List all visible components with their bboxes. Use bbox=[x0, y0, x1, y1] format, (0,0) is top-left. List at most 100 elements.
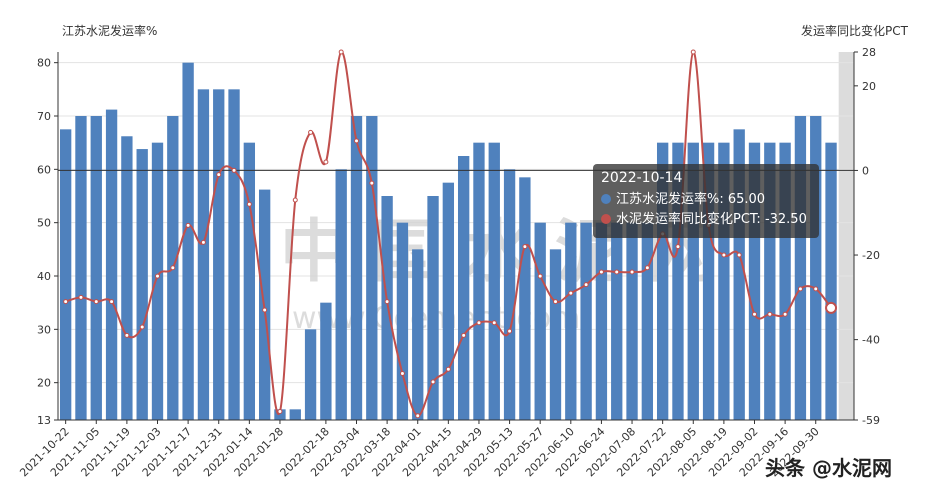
line-point bbox=[721, 252, 727, 258]
line-point bbox=[246, 201, 252, 207]
line-point bbox=[507, 328, 513, 334]
line-point bbox=[583, 282, 589, 288]
line-point bbox=[476, 320, 482, 326]
bar bbox=[565, 222, 577, 420]
bar bbox=[580, 222, 592, 420]
bar bbox=[779, 142, 791, 420]
line-point bbox=[430, 379, 436, 385]
line-point bbox=[797, 286, 803, 292]
line-point bbox=[155, 273, 160, 279]
line-point bbox=[124, 332, 130, 338]
source-watermark: 头条 @水泥网 bbox=[765, 456, 892, 480]
line-point bbox=[63, 299, 69, 305]
bar bbox=[656, 142, 669, 420]
bar bbox=[825, 142, 837, 420]
bar bbox=[335, 169, 347, 420]
bar bbox=[182, 62, 194, 421]
bar bbox=[197, 89, 210, 420]
bar bbox=[626, 222, 638, 420]
line-point bbox=[292, 197, 298, 203]
line-point bbox=[522, 244, 528, 250]
line-point bbox=[262, 307, 268, 313]
series-dot-icon bbox=[601, 214, 611, 224]
bar bbox=[243, 142, 256, 420]
bar bbox=[442, 182, 455, 420]
bar bbox=[611, 222, 623, 420]
bar bbox=[810, 116, 822, 420]
line-point bbox=[537, 273, 543, 279]
line-point bbox=[354, 138, 359, 144]
tooltip-date: 2022-10-14 bbox=[601, 170, 683, 186]
bar bbox=[75, 116, 87, 420]
line-point bbox=[675, 244, 681, 250]
line-point bbox=[782, 311, 788, 317]
bar bbox=[427, 196, 439, 420]
bar bbox=[549, 249, 562, 420]
line-point bbox=[216, 172, 222, 178]
right-axis-title: 发运率同比变化PCT bbox=[801, 23, 909, 38]
bar bbox=[350, 116, 363, 420]
line-point bbox=[752, 311, 757, 317]
line-point bbox=[690, 49, 696, 55]
left-tick-label: 13 bbox=[37, 414, 51, 427]
tooltip-row-pct: 水泥发运率同比变化PCT: -32.50 bbox=[601, 210, 811, 230]
line-point bbox=[491, 320, 497, 326]
bar bbox=[718, 142, 730, 420]
line-point bbox=[568, 290, 574, 296]
bar bbox=[702, 142, 715, 420]
bar bbox=[412, 249, 424, 420]
bar bbox=[121, 136, 133, 420]
line-point bbox=[399, 370, 405, 376]
line-point bbox=[629, 269, 635, 275]
bar bbox=[764, 142, 776, 420]
left-tick-label: 40 bbox=[37, 270, 51, 283]
bar bbox=[457, 156, 470, 420]
left-tick-label: 60 bbox=[37, 163, 51, 176]
bar bbox=[488, 142, 500, 420]
bar bbox=[136, 149, 148, 421]
right-tick-label: 0 bbox=[862, 164, 869, 177]
line-point bbox=[614, 269, 620, 275]
line-point bbox=[384, 299, 390, 305]
line-point bbox=[200, 239, 206, 245]
bar bbox=[366, 116, 378, 420]
line-point bbox=[767, 311, 773, 317]
bar bbox=[733, 129, 745, 421]
line-point bbox=[93, 299, 99, 305]
line-point bbox=[825, 301, 838, 314]
line-point bbox=[308, 129, 314, 135]
left-axis-title: 江苏水泥发运率% bbox=[62, 23, 157, 38]
right-tick-label: -59 bbox=[862, 414, 880, 427]
line-point bbox=[170, 265, 176, 271]
bar bbox=[748, 142, 761, 420]
line-point bbox=[415, 413, 421, 419]
tooltip-pct-text: 水泥发运率同比变化PCT: -32.50 bbox=[616, 212, 807, 227]
bar bbox=[213, 89, 225, 420]
bar bbox=[304, 329, 317, 420]
bar bbox=[151, 142, 164, 420]
bar bbox=[595, 222, 608, 420]
bar bbox=[473, 142, 485, 420]
line-point bbox=[736, 252, 742, 258]
line-point bbox=[598, 269, 604, 275]
bar bbox=[534, 222, 546, 420]
line-point bbox=[78, 294, 84, 300]
line-point bbox=[813, 286, 819, 292]
left-tick-label: 30 bbox=[37, 323, 51, 336]
line-point bbox=[338, 49, 344, 55]
right-tick-label: -40 bbox=[862, 334, 880, 347]
bar bbox=[687, 142, 699, 420]
line-point bbox=[445, 366, 451, 372]
chart-tooltip: 2022-10-14 江苏水泥发运率%: 65.00 水泥发运率同比变化PCT:… bbox=[593, 164, 819, 238]
right-tick-label: 28 bbox=[862, 46, 876, 59]
right-tick-label: 20 bbox=[862, 80, 876, 93]
tooltip-rate-text: 江苏水泥发运率%: 65.00 bbox=[616, 192, 766, 207]
bar bbox=[90, 116, 102, 420]
line-point bbox=[644, 265, 650, 271]
left-tick-label: 20 bbox=[37, 377, 51, 390]
bar bbox=[274, 409, 286, 420]
bar bbox=[396, 222, 409, 420]
right-tick-label: -20 bbox=[862, 249, 880, 262]
left-tick-label: 80 bbox=[37, 57, 51, 70]
